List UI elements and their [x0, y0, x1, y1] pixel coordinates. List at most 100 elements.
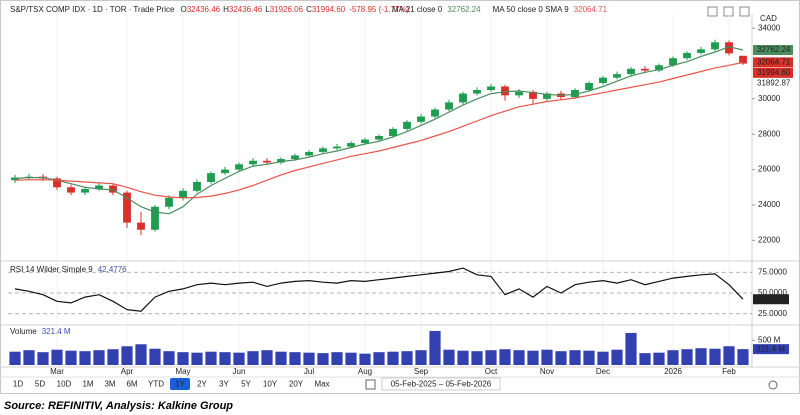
candle-body — [179, 190, 187, 198]
range-button[interactable]: 2Y — [197, 380, 207, 389]
moving-average-line — [14, 46, 744, 215]
y-tick-label: 28000 — [758, 129, 781, 138]
y-tick-label: 25.0000 — [758, 309, 787, 318]
candle-body — [501, 86, 509, 96]
range-button[interactable]: 1D — [13, 380, 23, 389]
candle-body — [319, 148, 327, 152]
y-tick-label: 500 M — [758, 335, 781, 344]
price-flag — [753, 57, 793, 68]
candle-body — [641, 68, 649, 71]
date-range[interactable]: 05-Feb-2025 – 05-Feb-2026 — [391, 380, 492, 389]
symbol-title: S&P/TSX COMP IDX · 1D · TOR · Trade Pric… — [10, 5, 175, 14]
x-tick-label: Feb — [722, 367, 736, 376]
candle-body — [599, 77, 607, 83]
y-tick-label: 75.0000 — [758, 267, 787, 276]
price-flag-label: 32064.71 — [757, 57, 791, 66]
value-flag — [753, 344, 789, 355]
y-tick-label: 22000 — [758, 235, 781, 244]
volume-bar — [65, 350, 77, 365]
candle-body — [123, 192, 131, 223]
price-flag-label: 32762.24 — [757, 45, 791, 54]
ohlc-value: 31994.60 — [312, 5, 346, 14]
candle-body — [333, 146, 341, 149]
ohlc-letter: C — [306, 5, 312, 14]
range-button[interactable]: 1M — [82, 380, 93, 389]
range-button[interactable]: 5D — [35, 380, 45, 389]
candle-body — [739, 55, 747, 64]
volume-bar — [639, 353, 651, 365]
range-button[interactable]: YTD — [148, 380, 164, 389]
volume-bar — [681, 349, 693, 365]
candle-body — [711, 42, 719, 50]
range-button[interactable]: 20Y — [289, 380, 304, 389]
volume-bar — [79, 351, 91, 365]
candle-body — [263, 160, 271, 163]
volume-bar — [709, 348, 721, 365]
candle-body — [627, 68, 635, 75]
legend-value: 32064.71 — [574, 5, 608, 14]
volume-bar — [457, 350, 469, 365]
rsi-line — [14, 267, 744, 312]
range-button[interactable]: 3Y — [219, 380, 229, 389]
candle-body — [109, 185, 117, 193]
candle-body — [487, 86, 495, 91]
ohlc-value: 32436.46 — [187, 5, 221, 14]
volume-bar — [177, 352, 189, 365]
candle-body — [165, 197, 173, 207]
candle-body — [431, 109, 439, 117]
volume-bar — [667, 350, 679, 365]
candle-body — [207, 173, 215, 182]
x-tick-label: Aug — [358, 367, 372, 376]
panel-title: Volume 321.4 M — [10, 327, 71, 336]
ohlc-letter: O — [180, 5, 186, 14]
volume-bar — [583, 350, 595, 365]
volume-bar — [345, 352, 357, 365]
range-button[interactable]: 3M — [104, 380, 115, 389]
range-button[interactable]: Max — [314, 380, 329, 389]
volume-bar — [359, 353, 371, 365]
x-tick-label: Nov — [540, 367, 554, 376]
volume-bar — [121, 346, 133, 365]
range-button-active[interactable] — [170, 378, 190, 390]
calendar-icon[interactable] — [365, 379, 376, 390]
range-button[interactable]: 10D — [57, 380, 72, 389]
price-flag-label: 31892.87 — [757, 78, 791, 87]
y-tick-label: 26000 — [758, 165, 781, 174]
candle-body — [529, 91, 537, 99]
volume-bar — [569, 350, 581, 365]
ohlc-letter: L — [265, 5, 270, 14]
candle-body — [67, 187, 75, 193]
range-button[interactable]: 5Y — [241, 380, 251, 389]
panel-value: 321.4 M — [42, 327, 71, 336]
volume-bar — [611, 349, 623, 365]
y-tick-label: 50.0000 — [758, 288, 787, 297]
candle-body — [417, 116, 425, 122]
date-range-box[interactable] — [381, 377, 501, 391]
x-tick-label: Mar — [50, 367, 64, 376]
icon[interactable] — [739, 6, 750, 17]
candle-body — [655, 65, 663, 71]
ma-legend: MA 21 close 0 32762.24 MA 50 close 0 SMA 9… — [392, 5, 608, 14]
volume-bar — [23, 350, 35, 365]
candle-body — [11, 177, 19, 181]
volume-bar — [149, 348, 161, 365]
candle-body — [347, 143, 355, 147]
volume-bar — [415, 350, 427, 365]
range-button[interactable]: 6M — [126, 380, 137, 389]
candle-body — [459, 93, 467, 103]
settings-icon[interactable] — [768, 380, 778, 390]
ohlc-value: 32436.46 — [229, 5, 263, 14]
panel-name: Volume — [10, 327, 37, 336]
volume-bar — [401, 351, 413, 365]
volume-bar — [723, 346, 735, 365]
value-flag — [753, 294, 789, 305]
price-flag — [753, 45, 793, 56]
range-button[interactable]: 10Y — [263, 380, 278, 389]
moving-average-line — [14, 61, 744, 199]
candle-body — [669, 58, 677, 66]
price-flag — [753, 67, 793, 78]
volume-bar — [163, 351, 175, 365]
icon[interactable] — [707, 6, 718, 17]
range-button[interactable]: 1Y — [175, 380, 185, 389]
volume-bar — [387, 351, 399, 365]
